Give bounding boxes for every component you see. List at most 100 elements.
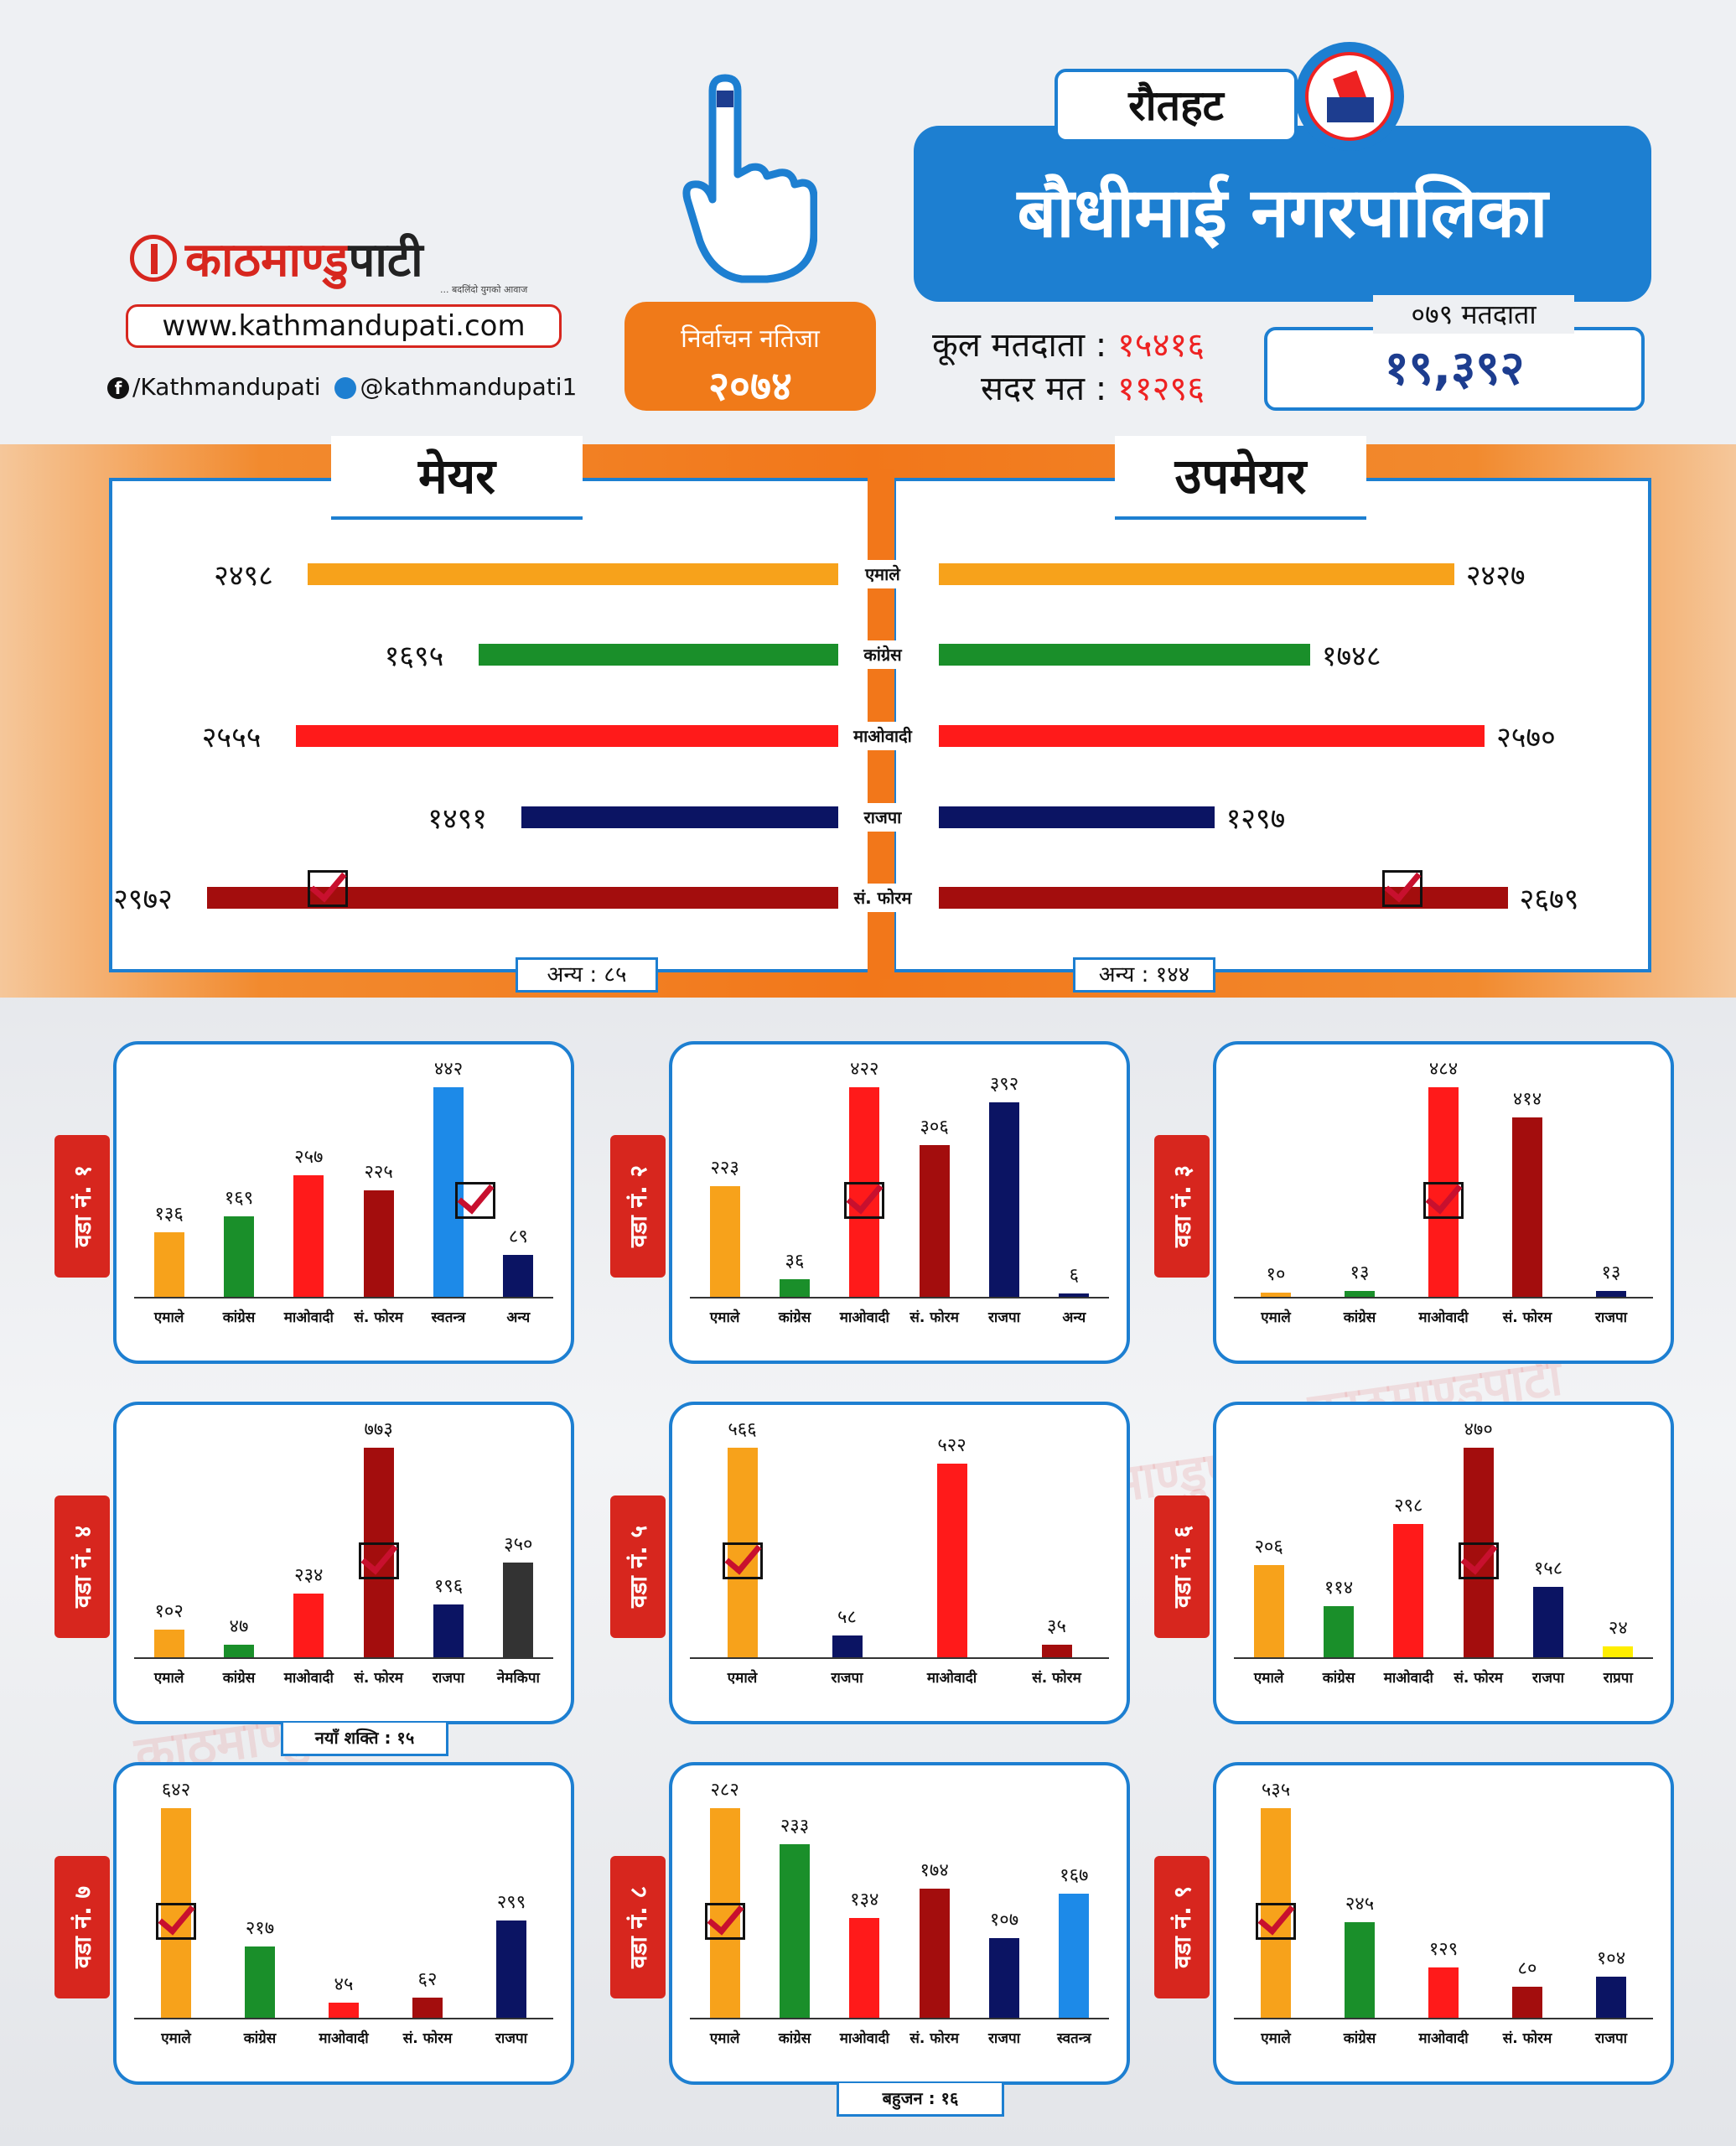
ward-8-bar-1: [780, 1844, 810, 2018]
ward-7-bar-4: [496, 1920, 526, 2018]
ward-tag-5: वडा नं. ५: [610, 1495, 666, 1638]
ward-tag-8: वडा नं. ८: [610, 1856, 666, 1998]
ward-1-bar-3: [363, 1190, 394, 1297]
ward-1-value-4: ४४२: [433, 1059, 464, 1080]
ward-4-category-5: नेमकिपा: [496, 1670, 540, 1687]
ward-7-value-1: २१७: [245, 1918, 275, 1940]
ward-label: वडा नं. ६: [1169, 1525, 1196, 1609]
ward-box-4: [113, 1402, 574, 1724]
ward-8-value-1: २३३: [780, 1816, 810, 1838]
ward-1-category-2: माओवादी: [283, 1309, 334, 1326]
ward-2-category-0: एमाले: [709, 1309, 740, 1326]
ward-1-value-3: २२५: [364, 1161, 393, 1183]
mayor-bar-3: [521, 806, 838, 828]
deputy-bar-0: [939, 563, 1454, 585]
ward-1-category-3: सं. फोरम: [354, 1309, 403, 1326]
ward-3-bar-1: [1345, 1291, 1375, 1297]
ward-1-bar-1: [224, 1216, 254, 1297]
inked-finger-icon: [682, 74, 817, 283]
ward-6-winner-check-icon: [1458, 1542, 1499, 1579]
ward-label: वडा नं. ८: [624, 1885, 652, 1969]
ward-3-bar-4: [1596, 1291, 1626, 1297]
total-voters-label: कूल मतदाता :: [932, 326, 1107, 365]
ward-5-value-3: ३५: [1047, 1615, 1066, 1637]
ward-4-category-2: माओवादी: [283, 1670, 334, 1687]
result-year: २०७४: [708, 363, 792, 410]
result-label: निर्वाचन नतिजा: [681, 324, 820, 354]
ward-4-value-2: २३४: [294, 1565, 324, 1587]
kathmandupati-logo[interactable]: काठमाण्डुपाटी ... बदलिंदो युगको आवाज: [130, 226, 532, 295]
facebook-link[interactable]: /Kathmandupati: [132, 373, 321, 401]
ward-3-value-1: १३: [1350, 1262, 1370, 1284]
social-links: f/Kathmandupati @kathmandupati1: [107, 373, 577, 401]
ward-1-baseline: [134, 1297, 553, 1298]
ward-4-value-0: १०२: [154, 1601, 184, 1622]
ward-box-6: [1213, 1402, 1674, 1724]
ward-2-value-0: २२३: [710, 1157, 739, 1179]
ward-1-category-5: अन्य: [506, 1309, 531, 1326]
ward-label: वडा नं. ९: [1169, 1885, 1196, 1969]
ward-5-winner-check-icon: [722, 1542, 763, 1579]
ward-6-category-1: कांग्रेस: [1322, 1670, 1355, 1687]
ward-3-category-2: माओवादी: [1418, 1309, 1469, 1326]
ward-1-value-1: १६९: [224, 1188, 254, 1210]
ward-label: वडा नं. १: [69, 1164, 96, 1248]
ward-1-value-0: १३६: [154, 1204, 184, 1226]
ward-8-bar-5: [1059, 1893, 1090, 2018]
mayor-value-1: १६९५: [384, 640, 444, 673]
ward-1-value-2: २५७: [294, 1146, 324, 1168]
ward-2-value-3: ३०६: [920, 1116, 949, 1138]
mayor-value-2: २५५५: [201, 721, 262, 754]
ward-4-category-0: एमाले: [153, 1670, 184, 1687]
ward-8-note: बहुजन : १६: [837, 2083, 1004, 2117]
ward-2-value-5: ६: [1069, 1265, 1080, 1287]
ward-7-baseline: [134, 2018, 553, 2019]
ward-tag-4: वडा नं. ४: [54, 1495, 110, 1638]
ward-7-category-2: माओवादी: [319, 2030, 369, 2047]
ward-tag-9: वडा नं. ९: [1154, 1856, 1210, 1998]
ward-1-value-5: ८९: [508, 1226, 528, 1247]
ward-1-category-0: एमाले: [153, 1309, 184, 1326]
ward-3-category-0: एमाले: [1261, 1309, 1291, 1326]
ward-6-category-2: माओवादी: [1383, 1670, 1433, 1687]
ward-5-value-2: ५२२: [937, 1435, 966, 1457]
ward-8-category-4: राजपा: [987, 2030, 1021, 2047]
ward-2-bar-3: [919, 1144, 950, 1297]
ballot-box-icon: [1295, 42, 1404, 151]
ward-9-category-4: राजपा: [1594, 2030, 1628, 2047]
ward-2-category-2: माओवादी: [839, 1309, 889, 1326]
mayor-value-0: २४९८: [214, 559, 273, 593]
deputy-value-4: २६७९: [1519, 883, 1579, 916]
ward-7-bar-1: [245, 1946, 275, 2018]
ward-5-category-3: सं. फोरम: [1032, 1670, 1081, 1687]
ward-2-category-5: अन्य: [1062, 1309, 1086, 1326]
ward-4-category-3: सं. फोरम: [354, 1670, 403, 1687]
ward-7-value-0: ६४२: [161, 1780, 191, 1801]
ward-box-2: [669, 1041, 1130, 1364]
ward-label: वडा नं. ५: [624, 1525, 652, 1609]
ward-4-value-4: १९६: [433, 1575, 464, 1597]
ward-1-bar-5: [503, 1254, 534, 1297]
ward-4-value-5: ३५०: [504, 1533, 533, 1555]
ward-9-category-0: एमाले: [1261, 2030, 1291, 2047]
ward-2-bar-4: [989, 1102, 1019, 1297]
ward-3-bar-3: [1512, 1117, 1542, 1297]
ward-3-bar-0: [1261, 1292, 1291, 1297]
ward-1-bar-2: [293, 1174, 324, 1297]
twitter-link[interactable]: @kathmandupati1: [360, 373, 578, 401]
ward-8-category-1: कांग्रेस: [778, 2030, 811, 2047]
ward-3-value-3: ४१४: [1512, 1089, 1542, 1111]
ward-1-winner-check-icon: [455, 1181, 495, 1219]
ward-1-category-4: स्वतन्त्र: [431, 1309, 466, 1326]
deputy-mayor-title: उपमेयर: [1115, 436, 1366, 520]
ward-5-category-2: माओवादी: [926, 1670, 977, 1687]
website-link[interactable]: www.kathmandupati.com: [126, 304, 562, 348]
valid-votes-value: ११२९६: [1117, 370, 1205, 408]
ward-2-value-2: ४२२: [850, 1059, 879, 1080]
deputy-other: अन्य : १४४: [1073, 957, 1215, 993]
ward-8-winner-check-icon: [704, 1902, 745, 1940]
mayor-title: मेयर: [331, 436, 583, 520]
ward-box-8: [669, 1762, 1130, 2085]
ward-2-category-1: कांग्रेस: [778, 1309, 811, 1326]
ward-8-baseline: [690, 2018, 1109, 2019]
